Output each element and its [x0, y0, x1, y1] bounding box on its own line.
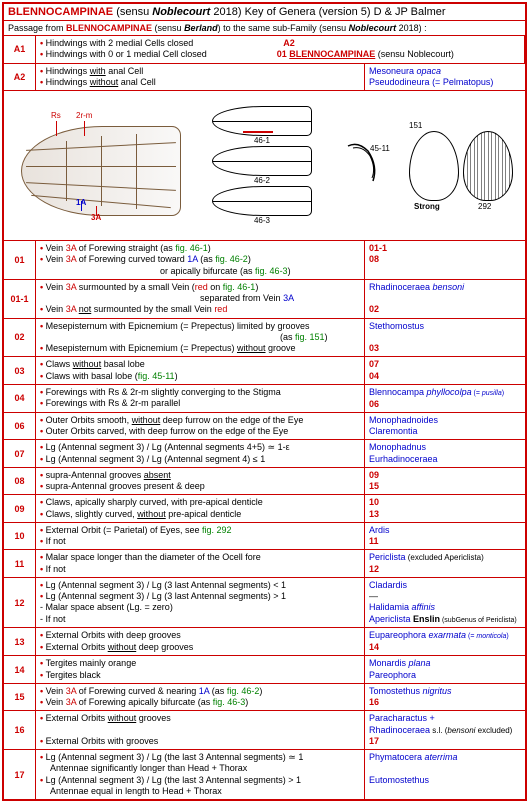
passage-row: Passage from BLENNOCAMPINAE (sensu Berla…: [4, 21, 525, 36]
cell-diagrams: 46-1 46-2 46-3: [202, 106, 322, 226]
row-17: 17 Lg (Antennal segment 3) / Lg (the las…: [4, 750, 525, 799]
row-01: 01 Vein 3A of Forewing straight (as fig.…: [4, 241, 525, 280]
row-result: Mesoneura opaca Pseudodineura (= Pelmato…: [365, 64, 525, 91]
row-06: 06 Outer Orbits smooth, without deep fur…: [4, 413, 525, 441]
header: BLENNOCAMPINAE (sensu Noblecourt 2018) K…: [4, 4, 525, 21]
row-16: 16 External Orbits without grooves Exter…: [4, 711, 525, 750]
oval-diagrams: 151 Strong 292: [409, 131, 513, 201]
row-id: A2: [4, 64, 36, 91]
header-sensu: (sensu: [116, 6, 152, 18]
claw-diagram: 45-11: [338, 136, 393, 196]
row-10: 10 External Orbit (= Parietal) of Eyes, …: [4, 523, 525, 551]
row-12: 12 Lg (Antennal segment 3) / Lg (3 last …: [4, 578, 525, 629]
figure-section: Rs 2r-m 1A 3A 46-1 46-2 46-3 45-11 151 S…: [4, 91, 525, 241]
family-name: BLENNOCAMPINAE: [8, 6, 113, 18]
row-15: 15 Vein 3A of Forewing curved & nearing …: [4, 684, 525, 712]
row-08: 08 supra-Antennal grooves absent supra-A…: [4, 468, 525, 496]
row-04: 04 Forewings with Rs & 2r-m slightly con…: [4, 385, 525, 413]
row-14: 14 Tergites mainly orange Tergites black…: [4, 656, 525, 684]
key-table: BLENNOCAMPINAE (sensu Noblecourt 2018) K…: [2, 2, 527, 801]
row-a2: A2 Hindwings with anal Cell Hindwings wi…: [4, 64, 525, 92]
row-01-1: 01-1 Vein 3A surmounted by a small Vein …: [4, 280, 525, 319]
row-a1: A1 Hindwings with 2 medial Cells closed …: [4, 36, 525, 64]
row-09: 09 Claws, apically sharply curved, with …: [4, 495, 525, 523]
row-07: 07 Lg (Antennal segment 3) / Lg (Antenna…: [4, 440, 525, 468]
row-id: A1: [4, 36, 36, 63]
wing-diagram: Rs 2r-m 1A 3A: [16, 106, 186, 226]
row-02: 02 Mesepisternum with Epicnemium (= Prep…: [4, 319, 525, 358]
row-desc: Hindwings with 2 medial Cells closed A2 …: [36, 36, 525, 63]
header-keytext: Key of Genera (version 5) D & JP Balmer: [245, 6, 446, 18]
row-13: 13 External Orbits with deep grooves Ext…: [4, 628, 525, 656]
row-03: 03 Claws without basal lobe Claws with b…: [4, 357, 525, 385]
row-11: 11 Malar space longer than the diameter …: [4, 550, 525, 578]
row-desc: Hindwings with anal Cell Hindwings witho…: [36, 64, 365, 91]
